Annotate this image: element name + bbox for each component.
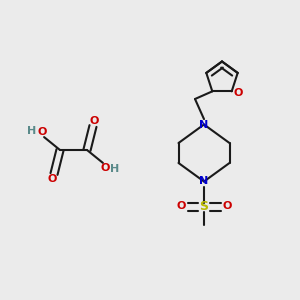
Text: O: O bbox=[48, 174, 57, 184]
Text: N: N bbox=[200, 176, 208, 187]
Text: O: O bbox=[90, 116, 99, 126]
Text: O: O bbox=[176, 201, 186, 212]
Text: H: H bbox=[110, 164, 119, 174]
Text: N: N bbox=[200, 119, 208, 130]
Text: O: O bbox=[222, 201, 232, 212]
Text: O: O bbox=[37, 127, 46, 137]
Text: O: O bbox=[100, 163, 110, 173]
Text: H: H bbox=[28, 126, 37, 136]
Text: S: S bbox=[200, 200, 208, 214]
Text: O: O bbox=[234, 88, 243, 98]
